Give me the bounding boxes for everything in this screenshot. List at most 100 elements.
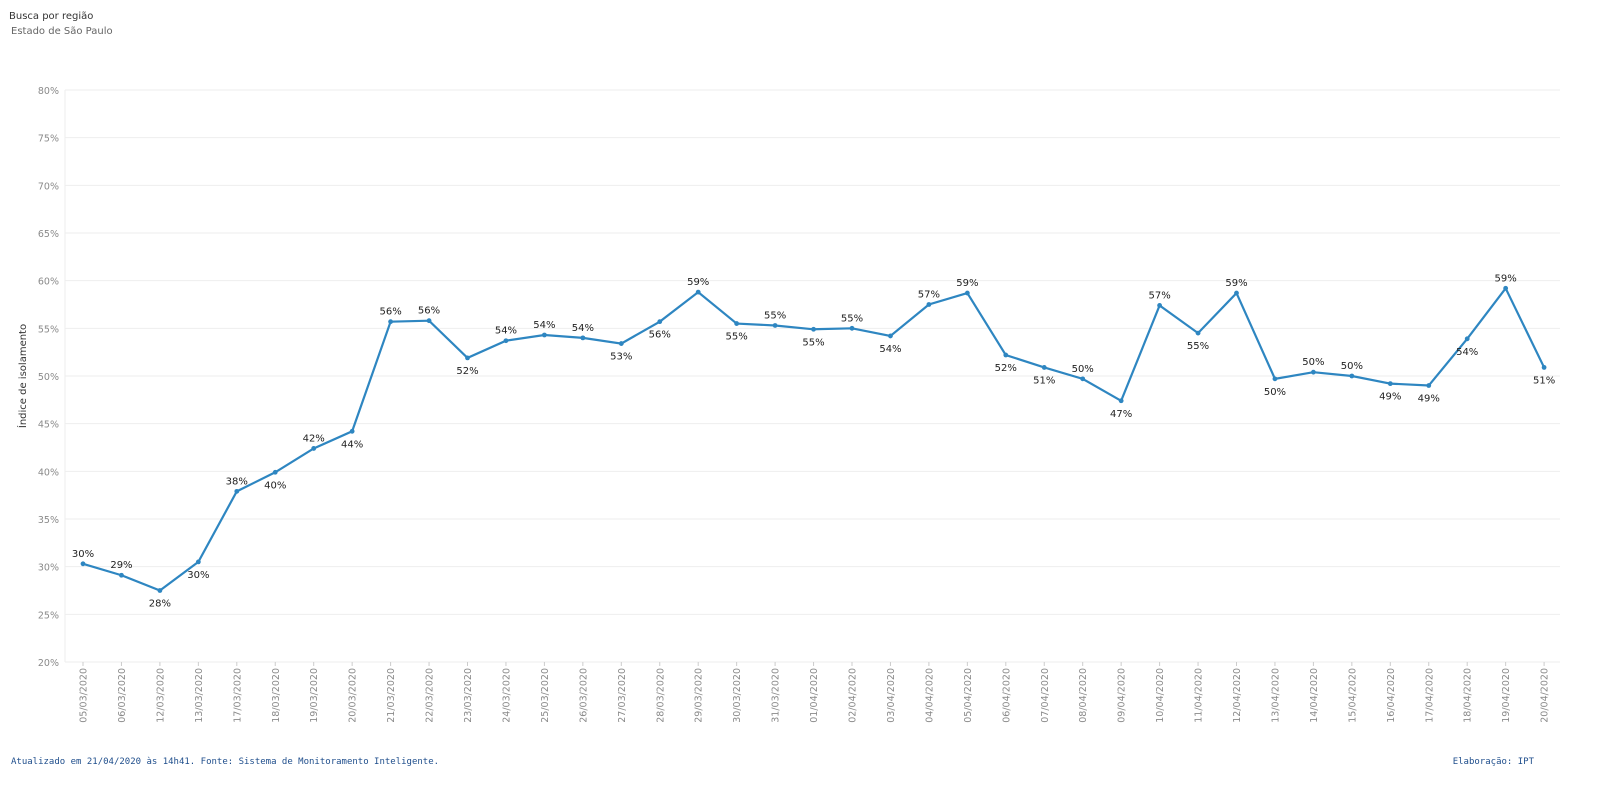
x-tick-label: 19/04/2020 [1501,668,1512,723]
x-tick-label: 06/04/2020 [1001,668,1012,723]
data-label: 59% [956,278,978,289]
data-point [772,323,778,328]
data-point [1311,369,1316,375]
data-label: 49% [1418,394,1440,405]
data-point [1157,303,1162,308]
data-label: 54% [1456,347,1478,358]
data-label: 44% [341,439,363,450]
y-axis-label: Índice de isolamento [16,324,29,428]
y-tick-label: 25% [38,610,59,621]
data-point [349,428,355,434]
data-label: 55% [802,337,824,348]
data-point [1041,365,1047,370]
data-point [465,355,470,361]
x-tick-label: 25/03/2020 [540,668,551,723]
y-tick-label: 40% [38,467,59,478]
data-label: 51% [1033,375,1055,386]
y-axis-ticks: 20% 25% 30% 35% 40% 45% 50% 55% 60% 65% 70% 75% 80% [38,86,59,669]
data-point [311,446,317,451]
data-points [80,285,1547,593]
y-tick-label: 70% [38,181,59,192]
data-point [1387,381,1393,387]
data-point [1234,290,1239,296]
data-label: 29% [110,560,132,571]
data-label: 50% [1264,387,1286,398]
credit-note: Elaboração: IPT [1452,757,1534,767]
data-point [1503,285,1509,291]
x-tick-label: 06/03/2020 [117,668,128,723]
x-axis-ticks: 05/03/2020 06/03/2020 12/03/2020 13/03/2020… [79,662,1551,723]
data-point [1464,336,1470,342]
data-label: 50% [1341,361,1363,372]
data-point [1541,365,1547,370]
y-tick-label: 75% [38,134,59,145]
data-point [1272,376,1278,382]
data-point [272,469,278,475]
data-point [1080,376,1086,382]
x-tick-label: 07/04/2020 [1040,668,1051,723]
x-tick-label: 05/04/2020 [963,668,974,723]
data-point [1003,352,1009,358]
data-point [1195,330,1201,336]
y-tick-label: 60% [38,277,59,288]
data-label: 54% [495,326,517,337]
data-labels: 30% 29% 28% 30% 38% 40% 42% 44% 56% 56% 52% 54% 54% 5… [72,273,1555,609]
data-point [926,302,932,307]
x-tick-label: 31/03/2020 [771,668,782,723]
data-label: 56% [418,306,440,317]
x-tick-label: 26/03/2020 [578,668,589,723]
x-tick-label: 12/03/2020 [155,668,166,723]
region-subtitle: Estado de São Paulo [11,26,113,37]
data-point [580,335,586,341]
x-tick-label: 29/03/2020 [694,668,705,723]
x-tick-label: 18/04/2020 [1463,668,1474,723]
data-label: 53% [610,352,632,363]
x-tick-label: 01/04/2020 [809,668,820,723]
data-label: 56% [649,330,671,341]
data-point [657,319,663,325]
data-label: 40% [264,480,286,491]
x-tick-label: 20/03/2020 [348,668,359,723]
x-tick-label: 18/03/2020 [271,668,282,723]
data-label: 59% [687,277,709,288]
data-point [734,321,740,326]
x-tick-label: 28/03/2020 [655,668,666,723]
x-tick-label: 19/03/2020 [309,668,320,723]
data-label: 49% [1379,392,1401,403]
data-point [849,325,855,331]
y-tick-label: 50% [38,372,59,383]
data-point [888,333,893,339]
x-tick-label: 02/04/2020 [848,668,859,723]
data-label: 30% [72,549,94,560]
data-point [1349,373,1355,379]
data-label: 54% [572,323,594,334]
y-tick-label: 65% [38,229,59,240]
x-tick-label: 09/04/2020 [1117,668,1128,723]
data-point [195,559,201,565]
data-label: 56% [379,307,401,318]
x-tick-label: 23/03/2020 [463,668,474,723]
y-tick-label: 45% [38,420,59,431]
data-label: 38% [226,476,248,487]
chart-header: Busca por região Estado de São Paulo [9,11,113,37]
data-label: 42% [303,433,325,444]
data-label: 55% [841,313,863,324]
data-label: 55% [726,332,748,343]
chart-title: Busca por região [9,11,94,22]
data-point [542,332,547,338]
y-tick-label: 30% [38,563,59,574]
data-label: 52% [456,366,478,377]
source-note: Atualizado em 21/04/2020 às 14h41. Fonte… [11,757,440,767]
x-tick-label: 13/03/2020 [194,668,205,723]
data-label: 55% [1187,341,1209,352]
data-label: 47% [1110,409,1132,420]
x-tick-label: 27/03/2020 [617,668,628,723]
data-label: 57% [1148,290,1170,301]
x-tick-label: 14/04/2020 [1309,668,1320,723]
data-label: 55% [764,310,786,321]
x-tick-label: 17/03/2020 [232,668,243,723]
x-tick-label: 30/03/2020 [732,668,743,723]
data-point [234,488,240,494]
data-point [964,290,970,296]
